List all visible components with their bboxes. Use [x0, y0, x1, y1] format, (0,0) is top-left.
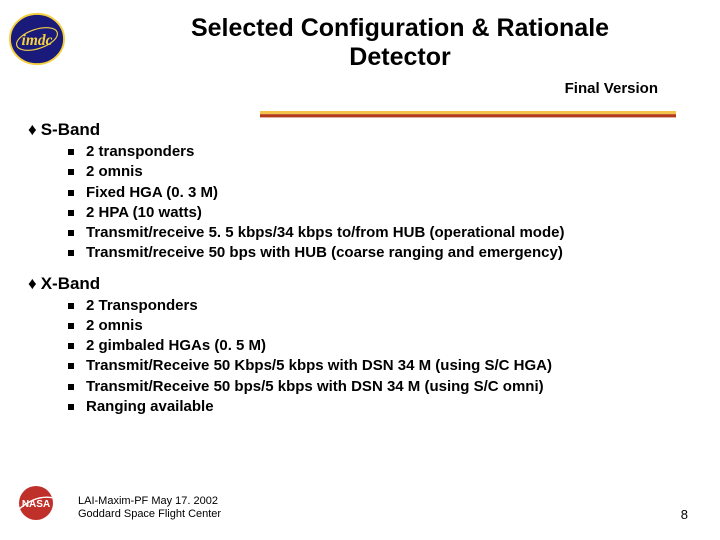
title-line2: Detector — [100, 43, 700, 72]
list-item: 2 Transponders — [68, 296, 700, 316]
list-item: Transmit/Receive 50 bps/5 kbps with DSN … — [68, 377, 700, 397]
list-item: 2 gimbaled HGAs (0. 5 M) — [68, 336, 700, 356]
list-item: 2 HPA (10 watts) — [68, 203, 700, 223]
list-item: Transmit/receive 50 bps with HUB (coarse… — [68, 243, 700, 263]
diamond-bullet-icon: ♦ — [28, 274, 37, 294]
section-title: S-Band — [41, 120, 101, 139]
list-item: Ranging available — [68, 397, 700, 417]
page-number: 8 — [681, 507, 688, 522]
section-heading-sband: ♦S-Band — [28, 120, 700, 140]
list-item: Transmit/Receive 50 Kbps/5 kbps with DSN… — [68, 356, 700, 376]
list-item: 2 transponders — [68, 142, 700, 162]
list-item: 2 omnis — [68, 162, 700, 182]
imdc-logo: imdc — [8, 10, 66, 68]
list-item: Fixed HGA (0. 3 M) — [68, 183, 700, 203]
slide-title: Selected Configuration & Rationale Detec… — [100, 14, 700, 72]
footer-text: LAI-Maxim-PF May 17. 2002 Goddard Space … — [78, 495, 221, 523]
list-item: 2 omnis — [68, 316, 700, 336]
sband-list: 2 transponders 2 omnis Fixed HGA (0. 3 M… — [68, 142, 700, 264]
diamond-bullet-icon: ♦ — [28, 120, 37, 140]
slide-footer: NASA LAI-Maxim-PF May 17. 2002 Goddard S… — [14, 484, 700, 522]
footer-line1: LAI-Maxim-PF May 17. 2002 — [78, 495, 221, 509]
title-underline — [260, 105, 676, 112]
final-version-label: Final Version — [565, 80, 658, 97]
content-area: ♦S-Band 2 transponders 2 omnis Fixed HGA… — [28, 120, 700, 427]
list-item: Transmit/receive 5. 5 kbps/34 kbps to/fr… — [68, 223, 700, 243]
xband-list: 2 Transponders 2 omnis 2 gimbaled HGAs (… — [68, 296, 700, 418]
svg-text:imdc: imdc — [22, 32, 53, 49]
nasa-logo: NASA — [14, 484, 58, 522]
section-title: X-Band — [41, 274, 101, 293]
title-line1: Selected Configuration & Rationale — [100, 14, 700, 43]
footer-line2: Goddard Space Flight Center — [78, 508, 221, 522]
section-heading-xband: ♦X-Band — [28, 274, 700, 294]
